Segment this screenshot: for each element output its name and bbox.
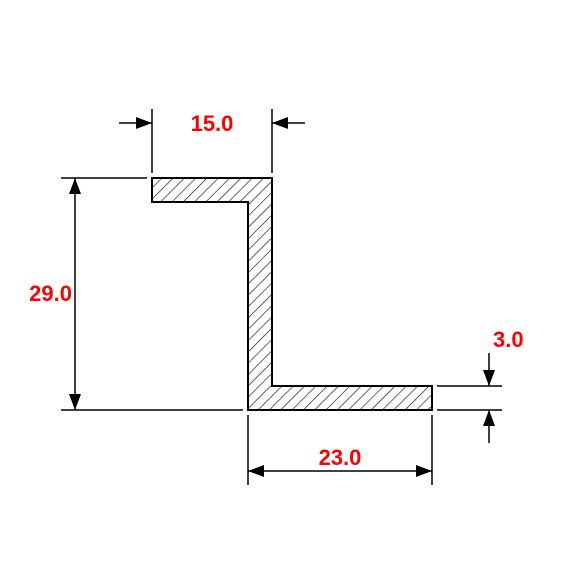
arrowhead (136, 117, 152, 129)
dim-label-left: 29.0 (29, 281, 72, 306)
arrowhead (416, 465, 432, 477)
arrowhead (248, 465, 264, 477)
arrowhead (69, 394, 81, 410)
engineering-drawing: 15.0 29.0 23.0 3.0 (0, 0, 566, 564)
dim-label-top: 15.0 (191, 111, 234, 136)
arrowhead (69, 178, 81, 194)
arrowhead (483, 370, 495, 386)
z-section-profile (152, 178, 432, 410)
dim-label-bottom: 23.0 (319, 445, 362, 470)
arrowhead (483, 410, 495, 426)
arrowhead (272, 117, 288, 129)
dim-label-right: 3.0 (493, 327, 524, 352)
